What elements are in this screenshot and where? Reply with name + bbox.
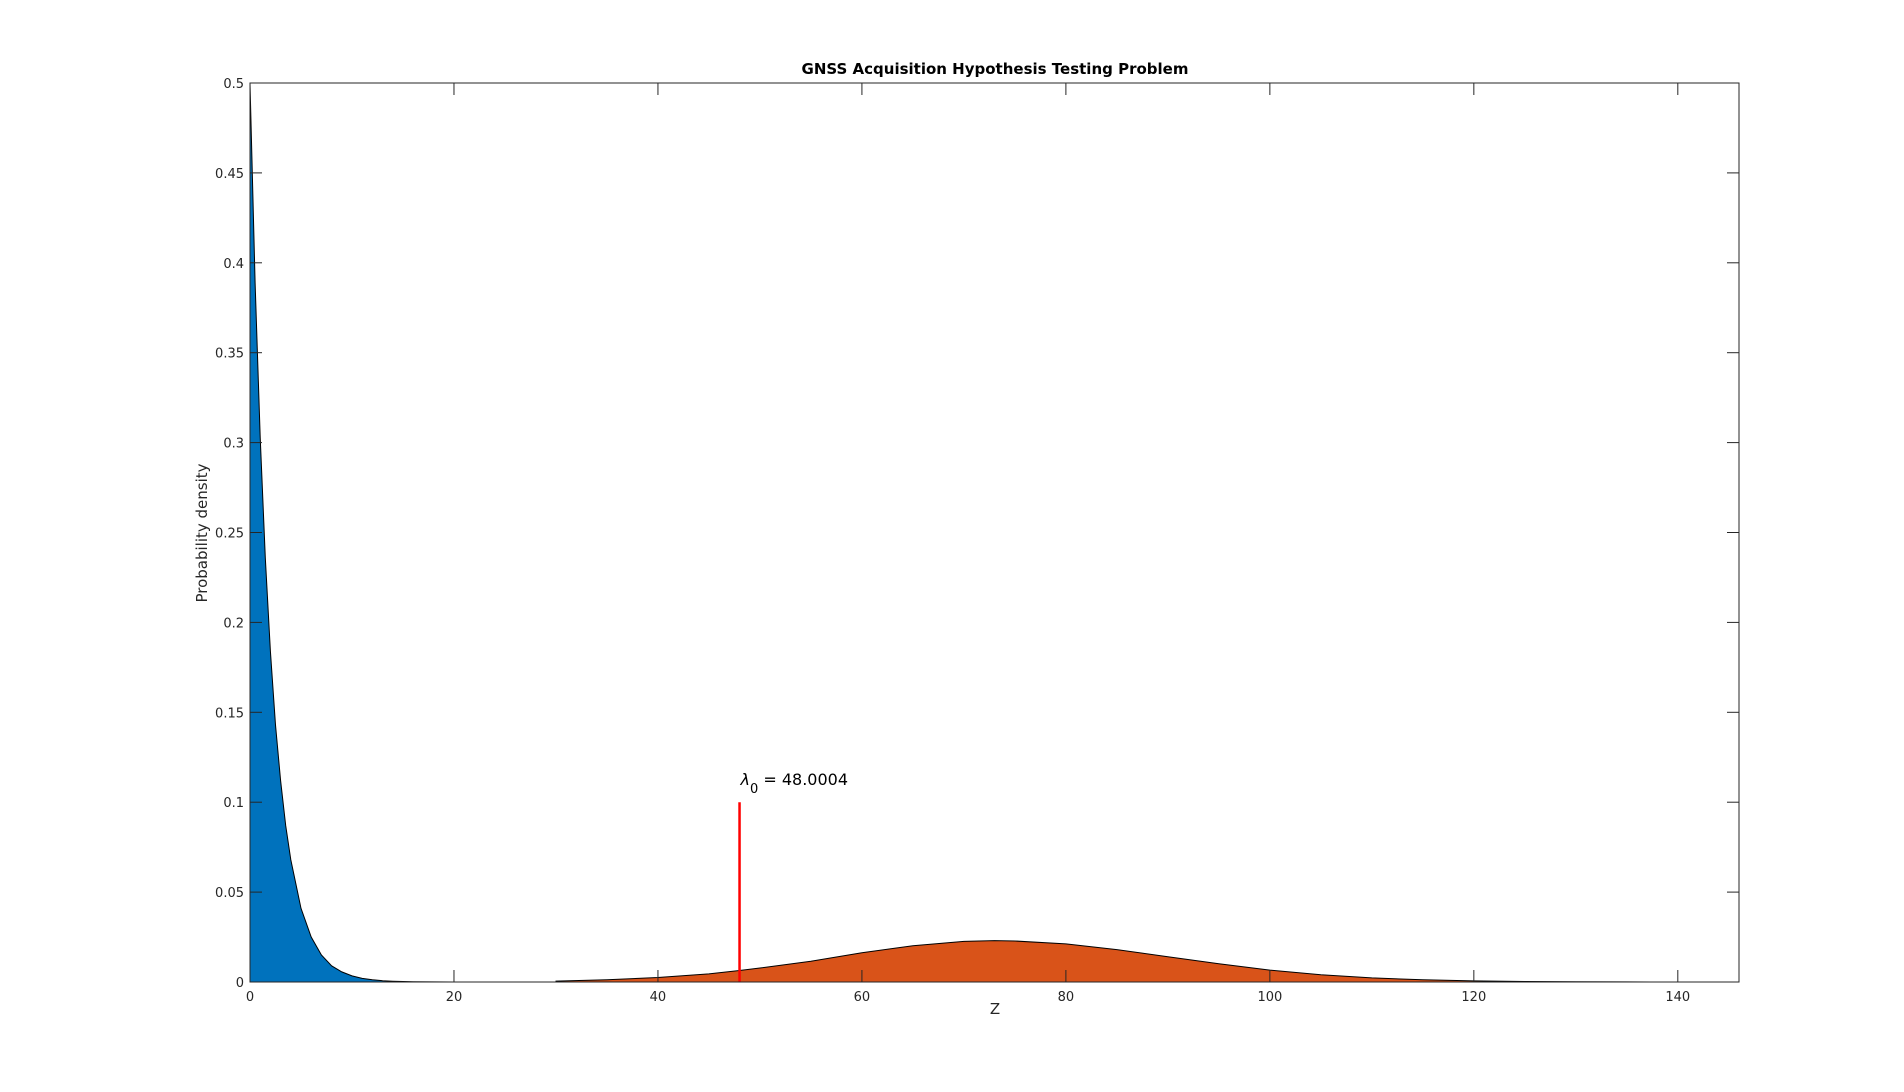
x-tick-label: 60 [854,990,871,1005]
x-tick-label: 140 [1665,990,1690,1005]
area-series-1 [249,82,455,983]
x-axis-label: Z [990,1000,1000,1018]
y-tick-label: 0.35 [215,347,244,362]
y-tick-label: 0.45 [215,167,244,182]
x-tick-label: 120 [1461,990,1486,1005]
y-tick-label: 0.1 [223,796,244,811]
threshold-label-symbol: λ [740,770,750,789]
x-tick-label: 40 [650,990,667,1005]
x-tick-label: 80 [1058,990,1075,1005]
y-tick-label: 0.15 [215,706,244,721]
area-series-2 [555,940,1678,983]
y-tick-label: 0.25 [215,527,244,542]
y-tick-label: 0.4 [223,257,244,272]
x-tick-label: 100 [1257,990,1282,1005]
y-axis-label: Probability density [193,463,211,602]
threshold-label: λ0 = 48.0004 [740,770,849,797]
x-axis-ticks: 0 20 40 60 80 100 120 140 [246,83,1690,1005]
x-tick-label: 0 [246,990,254,1005]
y-tick-label: 0.2 [223,616,244,631]
y-axis-ticks: 0 0.05 0.1 0.15 0.2 0.25 0.3 0.35 0.4 0.45 0.5 [215,77,1739,991]
axes-box [249,82,1740,983]
y-tick-label: 0 [236,976,244,991]
y-tick-label: 0.3 [223,437,244,452]
chart-title: GNSS Acquisition Hypothesis Testing Prob… [802,60,1189,78]
y-tick-label: 0.5 [223,77,244,92]
threshold-label-subscript: 0 [750,782,758,797]
x-tick-label: 20 [446,990,463,1005]
threshold-label-value: = 48.0004 [758,770,848,789]
y-tick-label: 0.05 [215,886,244,901]
threshold-marker: λ0 = 48.0004 [738,770,849,982]
plot-areas [249,82,1678,983]
